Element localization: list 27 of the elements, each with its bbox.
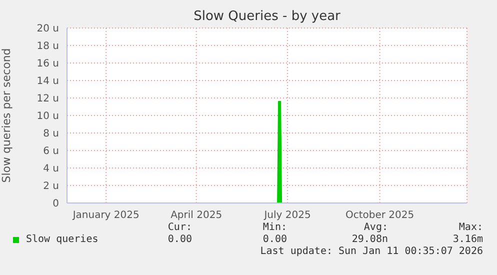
- text: 0.00: [262, 234, 287, 245]
- text: Avg:: [364, 222, 388, 233]
- text: 0.00: [168, 234, 192, 245]
- text: Cur:: [168, 222, 192, 233]
- y-tick-label: 0: [52, 198, 59, 210]
- legend-label: Slow queries: [25, 234, 98, 245]
- y-axis-title: Slow queries per second: [0, 48, 13, 183]
- text: 3.16m: [452, 234, 483, 245]
- y-tick-label: 4 u: [43, 164, 59, 175]
- y-tick-label: 16 u: [36, 58, 59, 70]
- text: Last update: Sun Jan 11 00:35:07 2026: [260, 246, 483, 257]
- text: Min:: [262, 222, 287, 233]
- y-tick-label: 18 u: [36, 41, 59, 52]
- x-tick-label: October 2025: [345, 210, 414, 222]
- y-tick-label: 2 u: [43, 181, 59, 192]
- y-tick-label: 14 u: [36, 76, 59, 88]
- y-tick-label: 10 u: [36, 111, 59, 122]
- x-tick-label: January 2025: [72, 210, 140, 222]
- y-tick-label: 12 u: [36, 94, 59, 105]
- y-tick-label: 8 u: [43, 128, 59, 140]
- x-tick-label: July 2025: [263, 210, 311, 222]
- chart-title: Slow Queries - by year: [192, 9, 342, 24]
- x-tick-label: April 2025: [170, 210, 222, 222]
- text: Max:: [458, 222, 483, 233]
- text: 29.08n: [352, 234, 388, 245]
- y-tick-label: 20 u: [36, 24, 59, 35]
- y-tick-label: 6 u: [43, 146, 59, 158]
